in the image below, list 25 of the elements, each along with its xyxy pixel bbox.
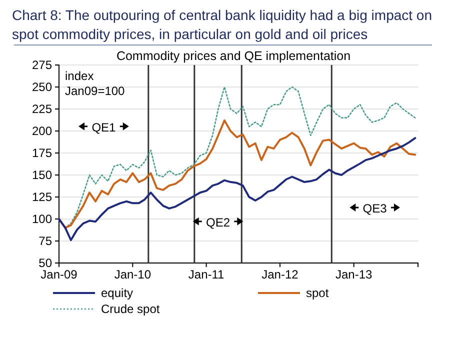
y-tick-label: 175 (32, 146, 52, 160)
annotation: QE2 (206, 215, 230, 230)
legend-label: equity (101, 286, 134, 300)
y-tick-label: 150 (32, 168, 52, 182)
chart-subtitle: Commodity prices and QE implementation (116, 49, 351, 63)
y-tick-label: 100 (32, 212, 52, 226)
x-tick-label: Jan-09 (40, 268, 78, 282)
y-tick-label: 225 (32, 102, 52, 116)
line-series (58, 137, 416, 242)
x-tick-label: Jan-10 (114, 268, 152, 282)
y-tick-label: 75 (38, 234, 52, 248)
x-tick-label: Jan-11 (188, 268, 225, 282)
x-tick-label: Jan-13 (335, 268, 372, 282)
annotation: QE1 (92, 120, 116, 134)
annotation: QE3 (362, 202, 388, 216)
y-tick-label: 275 (32, 58, 52, 72)
legend-label: spot (306, 286, 330, 300)
y-tick-label: 125 (32, 190, 52, 204)
y-tick-label: 250 (32, 80, 52, 94)
chart-title: Chart 8: The outpouring of central bank liquidity had a big impact on spot commodity prices, in particular on gold and oil prices (12, 7, 432, 42)
annotation: index Jan09=100 (65, 69, 126, 98)
x-tick-label: Jan-12 (262, 268, 299, 282)
legend-label: Crude spot (101, 302, 160, 316)
y-tick-label: 200 (32, 124, 52, 138)
y-tick-label: 50 (38, 256, 52, 270)
